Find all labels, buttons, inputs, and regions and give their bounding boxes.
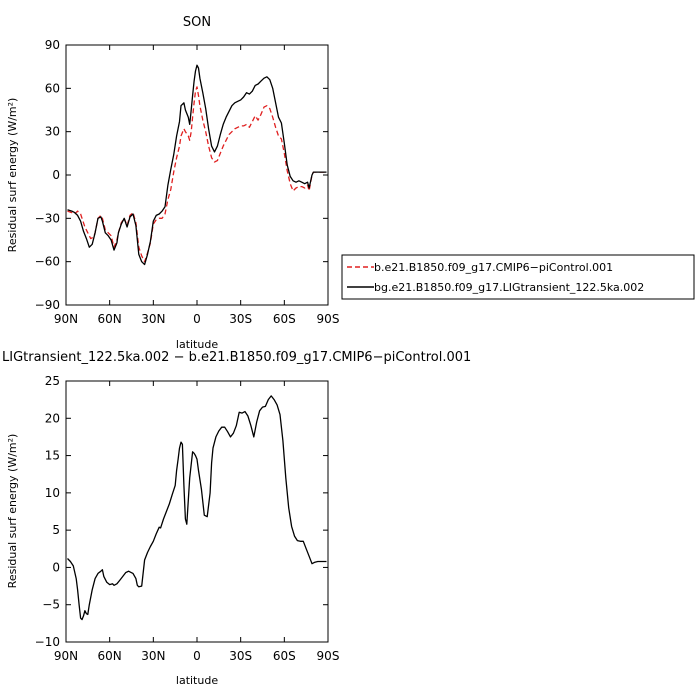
son-y-axis: −90 −60 −30 0 30 60 90 — [35, 38, 328, 312]
son-xtick-label: 60N — [98, 312, 122, 326]
difference-xtick-label: 90N — [54, 649, 78, 663]
difference-ytick-label: 20 — [45, 411, 60, 425]
son-x-axis-label: latitude — [176, 338, 218, 351]
son-title: SON — [183, 15, 211, 30]
son-xtick-label: 90N — [54, 312, 78, 326]
difference-xtick-label: 30N — [141, 649, 165, 663]
difference-xtick-label: 90S — [317, 649, 340, 663]
legend-label-picontrol: b.e21.B1850.f09_g17.CMIP6−piControl.001 — [374, 261, 613, 274]
difference-title: LIGtransient_122.5ka.002 − b.e21.B1850.f… — [2, 350, 471, 365]
son-ytick-label: 30 — [45, 125, 60, 139]
son-series-line-1 — [67, 64, 327, 266]
son-xtick-label: 30N — [141, 312, 165, 326]
legend-label-ligtransient: bg.e21.B1850.f09_g17.LIGtransient_122.5k… — [374, 281, 644, 294]
son-xtick-label: 0 — [193, 312, 201, 326]
difference-panel: LIGtransient_122.5ka.002 − b.e21.B1850.f… — [2, 350, 471, 687]
son-ytick-label: −90 — [35, 298, 60, 312]
difference-ytick-label: 10 — [45, 486, 60, 500]
difference-x-axis: 90N 60N 30N 0 30S 60S 90S — [54, 381, 340, 663]
son-series — [67, 64, 327, 266]
difference-y-axis-label: Residual surf energy (W/m²) — [6, 434, 19, 589]
son-ytick-label: −60 — [35, 255, 60, 269]
difference-ytick-label: 25 — [45, 374, 60, 388]
son-y-axis-label: Residual surf energy (W/m²) — [6, 98, 19, 253]
difference-series-line-0 — [67, 395, 327, 621]
son-ytick-label: 90 — [45, 38, 60, 52]
son-plot-frame — [65, 44, 329, 306]
son-panel: SON −90 −60 −30 0 30 60 90 90N 60N 30N 0 30S 60S 90S… — [6, 15, 339, 351]
son-x-axis: 90N 60N 30N 0 30S 60S 90S — [54, 45, 340, 326]
difference-ytick-label: 5 — [52, 523, 60, 537]
difference-ytick-label: 15 — [45, 449, 60, 463]
legend-box — [341, 254, 695, 300]
legend: b.e21.B1850.f09_g17.CMIP6−piControl.001 … — [341, 254, 695, 300]
difference-xtick-label: 0 — [193, 649, 201, 663]
son-xtick-label: 60S — [273, 312, 296, 326]
son-series-line-0 — [67, 86, 327, 263]
son-xtick-label: 30S — [229, 312, 252, 326]
difference-y-axis: −10 −5 0 5 10 15 20 25 — [35, 374, 328, 649]
difference-ytick-label: 0 — [52, 560, 60, 574]
son-ytick-label: 60 — [45, 81, 60, 95]
difference-ytick-label: −10 — [35, 635, 60, 649]
son-xtick-label: 90S — [317, 312, 340, 326]
son-ytick-label: 0 — [52, 168, 60, 182]
difference-x-axis-label: latitude — [176, 674, 218, 687]
difference-xtick-label: 30S — [229, 649, 252, 663]
difference-series — [67, 395, 327, 621]
difference-xtick-label: 60S — [273, 649, 296, 663]
difference-xtick-label: 60N — [98, 649, 122, 663]
son-ytick-label: −30 — [35, 211, 60, 225]
difference-ytick-label: −5 — [42, 598, 60, 612]
